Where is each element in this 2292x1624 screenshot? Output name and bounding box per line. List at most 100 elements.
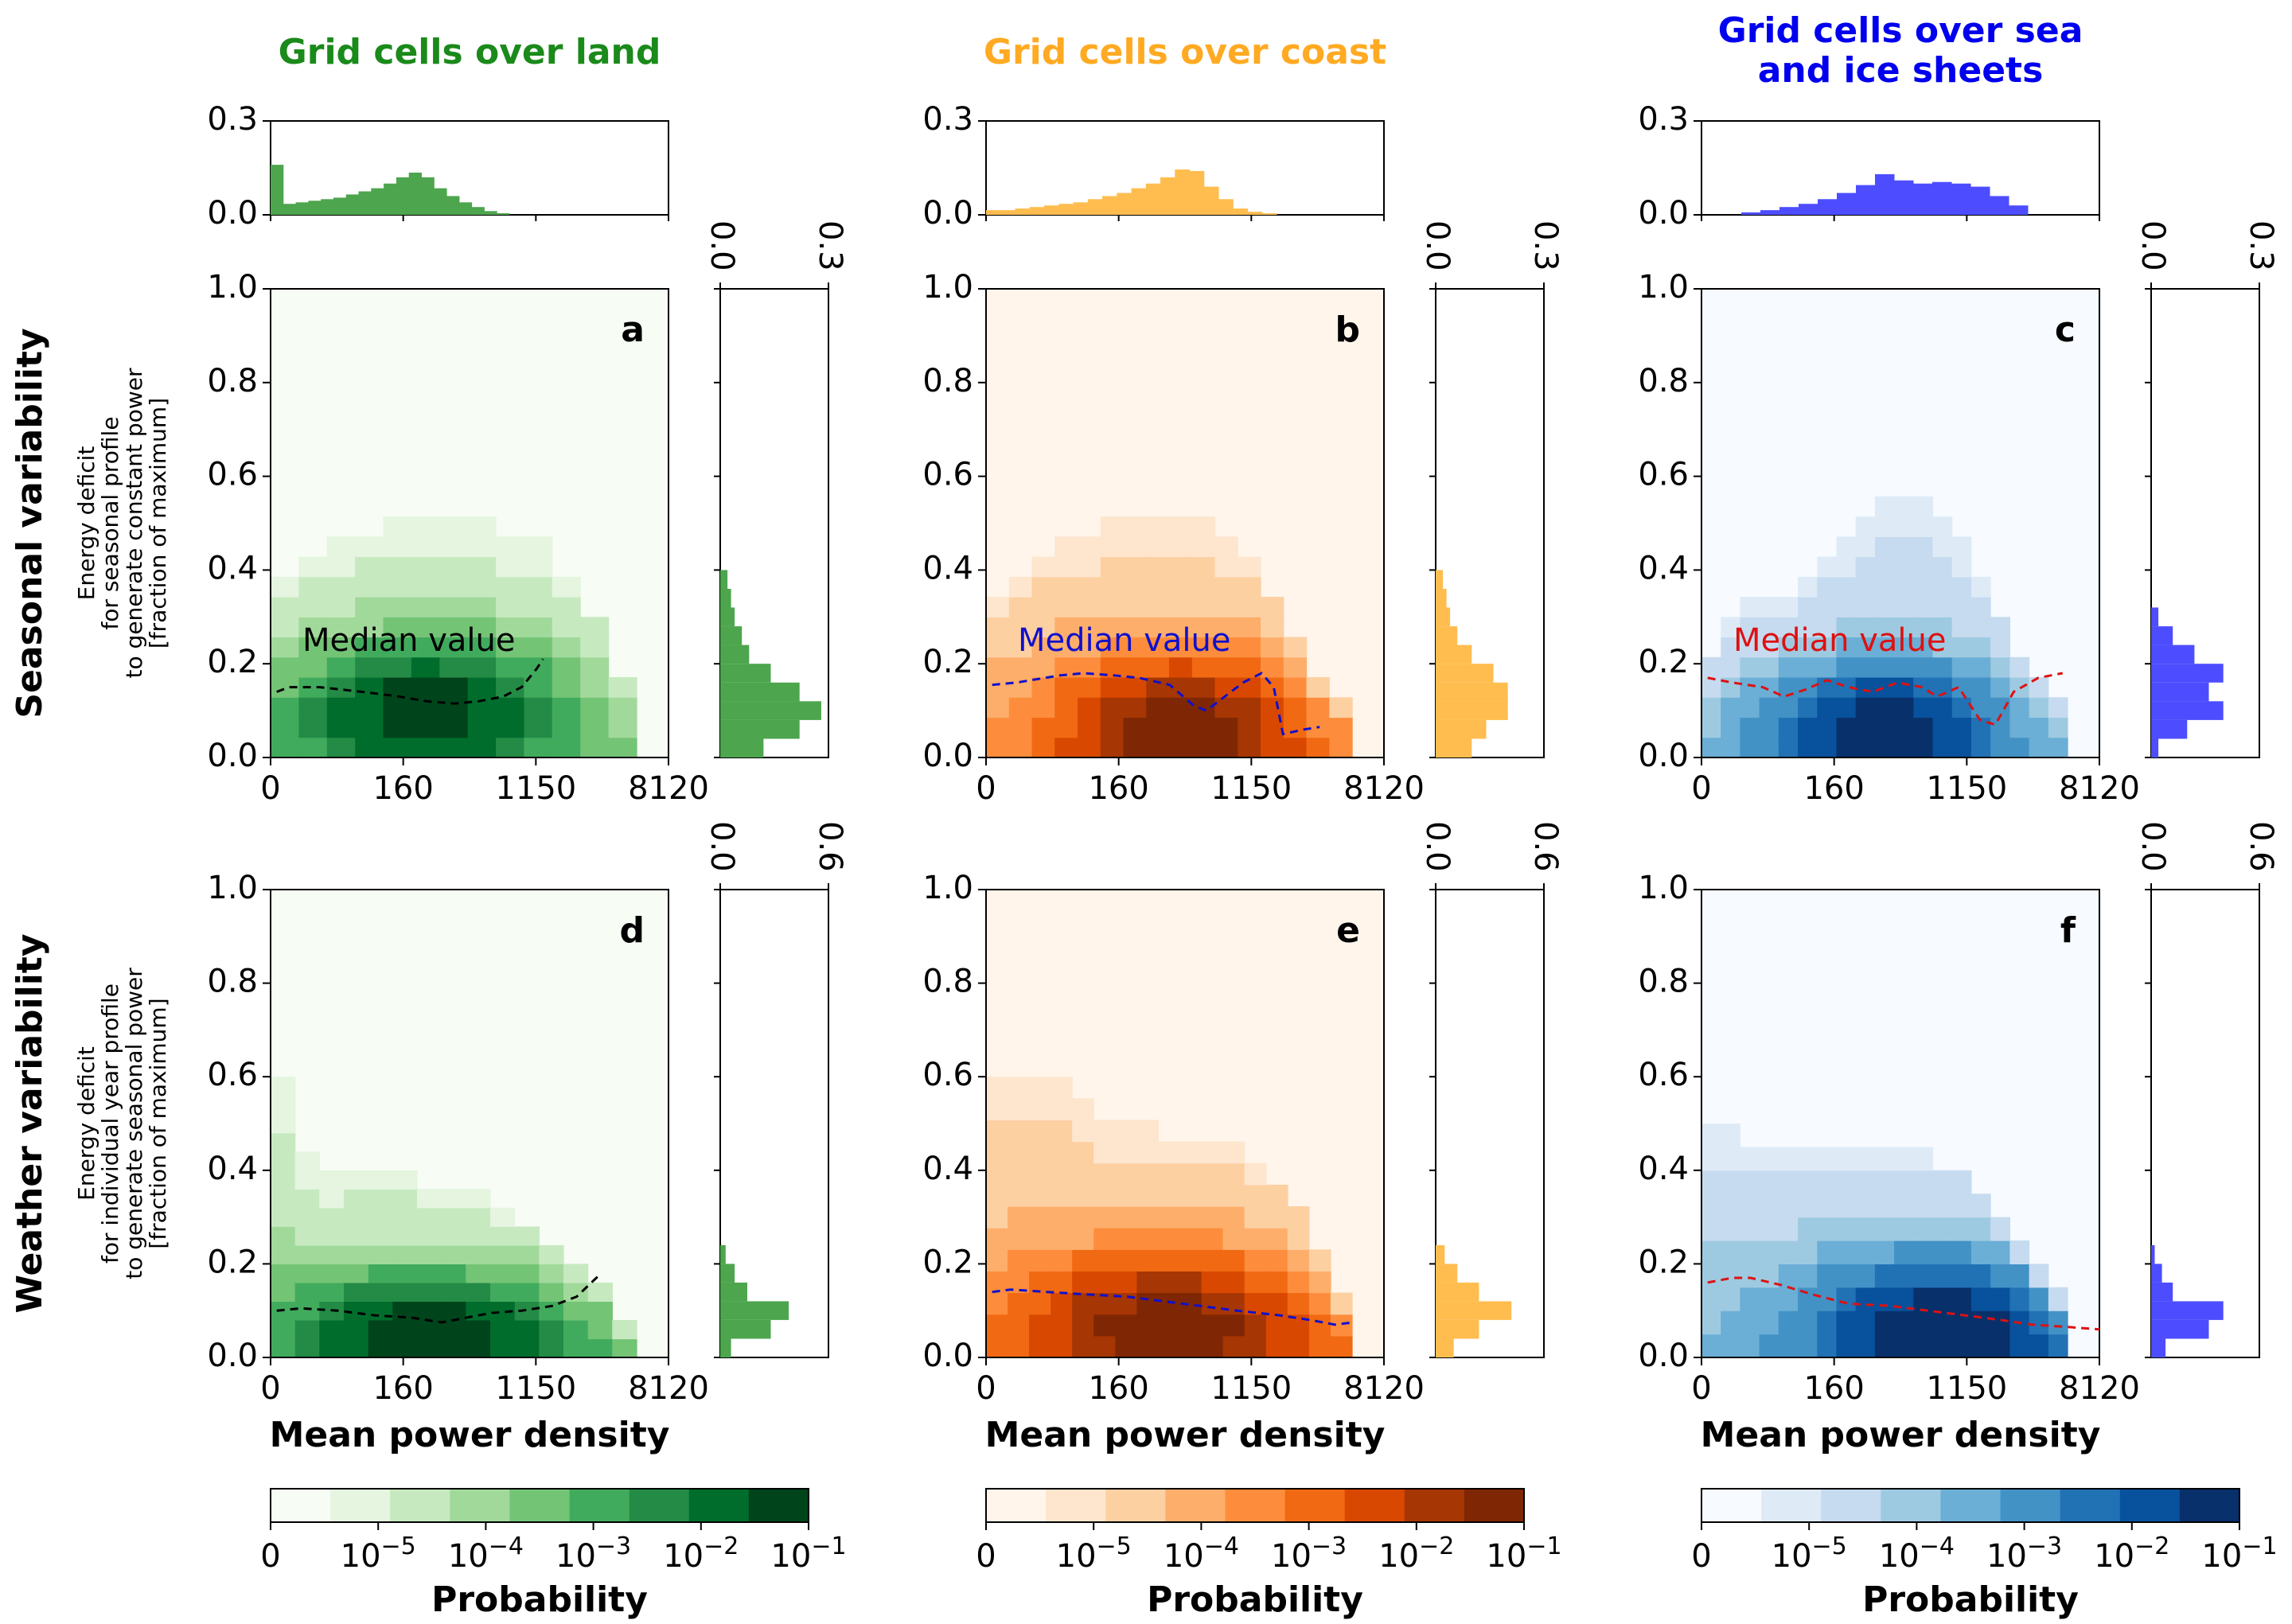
heatmap-cell (587, 1301, 613, 1321)
heatmap-cell (1970, 637, 1991, 658)
heatmap-cell (1244, 1271, 1267, 1294)
top-hist-bar (434, 188, 447, 215)
heatmap-cell (1951, 1217, 1972, 1241)
side-hist-tick-label: 0.3 (2243, 220, 2279, 271)
heatmap-cell (1029, 1120, 1051, 1143)
y-tick-label: 0.2 (1638, 1244, 1689, 1280)
heatmap-cell (2009, 697, 2030, 719)
heatmap-cell (1798, 737, 1818, 758)
median-label: Median value (1733, 622, 1946, 659)
side-hist-tick-label: 0.3 (1527, 220, 1564, 271)
heatmap-cell (1740, 1170, 1760, 1194)
heatmap-cell (1990, 717, 2010, 738)
heatmap-cell (490, 1282, 516, 1302)
y-axis-label: [fraction of maximum] (145, 398, 171, 648)
top-hist-bar (1102, 196, 1117, 215)
heatmap-cell (1817, 1194, 1838, 1218)
heatmap-cell (1970, 617, 1991, 638)
side-hist-bar (1436, 701, 1508, 720)
heatmap-cell (1894, 496, 1914, 517)
heatmap-cell (1261, 737, 1284, 758)
x-tick-label: 0 (260, 1370, 280, 1407)
heatmap-cell (524, 717, 553, 738)
heatmap-cell (1721, 737, 1740, 758)
x-tick-label: 8120 (628, 770, 709, 807)
top-hist-bar (1058, 204, 1074, 215)
heatmap-cell (580, 737, 610, 758)
heatmap-cell (1146, 536, 1170, 558)
heatmap-cell (986, 1120, 1008, 1143)
heatmap-cell (1287, 1271, 1310, 1294)
heatmap-cell (580, 717, 610, 738)
heatmap-cell (1115, 1228, 1138, 1250)
heatmap-cell (1123, 637, 1147, 658)
heatmap-cell (1008, 617, 1033, 638)
heatmap-cell (1721, 1170, 1740, 1194)
x-axis-label: Mean power density (270, 1415, 670, 1455)
colorbar-label: Probability (1862, 1579, 2079, 1620)
heatmap-cell (326, 656, 356, 678)
heatmap-cell (1100, 677, 1125, 698)
heatmap-cell (383, 656, 412, 678)
heatmap-cell (1136, 1206, 1160, 1229)
heatmap-cell (986, 1228, 1008, 1250)
heatmap-cell (1093, 1271, 1116, 1294)
heatmap-cell (1759, 697, 1779, 719)
top-hist-tick-label: 0.0 (922, 195, 973, 232)
heatmap-cell (1179, 1228, 1203, 1250)
heatmap-cell (1913, 677, 1934, 698)
heatmap-cell (1817, 656, 1838, 678)
heatmap-cell (1721, 1147, 1740, 1171)
heatmap-cell (298, 737, 328, 758)
heatmap-cell (383, 637, 412, 658)
heatmap-cell (1951, 1264, 1972, 1288)
heatmap-cell (417, 1244, 442, 1264)
heatmap-cell (1932, 637, 1953, 658)
heatmap-cell (539, 1282, 564, 1302)
heatmap-cell (1008, 737, 1033, 758)
heatmap-cell (1990, 1334, 2010, 1358)
heatmap-cell (417, 1282, 442, 1302)
heatmap-cell (439, 536, 469, 558)
heatmap-cell (986, 1163, 1008, 1186)
heatmap-cell (271, 656, 299, 678)
heatmap-cell (496, 717, 525, 738)
side-hist-tick-label: 0.0 (2134, 220, 2171, 271)
heatmap-cell (1855, 1217, 1876, 1241)
heatmap-cell (2009, 1287, 2030, 1311)
heatmap-cell (1115, 1271, 1138, 1294)
colorbar-tick-label: 10−4 (1164, 1532, 1239, 1575)
heatmap-cell (1072, 1120, 1094, 1143)
heatmap-cell (1701, 1287, 1721, 1311)
heatmap-cell (392, 1244, 418, 1264)
y-tick-label: 0.2 (207, 644, 258, 680)
heatmap-cell (1932, 1217, 1953, 1241)
heatmap-cell (1874, 617, 1895, 638)
heatmap-cell (1054, 536, 1078, 558)
heatmap-cell (1701, 737, 1721, 758)
heatmap-cell (1759, 637, 1779, 658)
heatmap-cell (1817, 576, 1838, 598)
heatmap-cell (1029, 1184, 1051, 1207)
heatmap-cell (1029, 1141, 1051, 1164)
side-hist-bar (1436, 645, 1472, 664)
colorbar-segment (1761, 1489, 1822, 1522)
heatmap-cell (271, 597, 299, 617)
heatmap-cell (1817, 637, 1838, 658)
colorbar-segment (1821, 1489, 1881, 1522)
heatmap-cell (1798, 677, 1818, 698)
y-tick-label: 0.4 (1638, 1151, 1689, 1187)
heatmap-cell (368, 1338, 393, 1358)
heatmap-cell (1244, 1335, 1267, 1358)
heatmap-cell (1201, 1228, 1224, 1250)
heatmap-cell (1158, 1271, 1181, 1294)
heatmap-cell (1265, 1335, 1288, 1358)
heatmap-cell (1778, 656, 1799, 678)
side-hist-bar (2151, 719, 2188, 739)
heatmap-cell (1050, 1206, 1073, 1229)
heatmap-cell (1970, 597, 1991, 617)
heatmap-cell (1287, 1249, 1310, 1272)
heatmap-cell (1721, 717, 1740, 738)
y-axis-label: for individual year profile (97, 983, 123, 1264)
heatmap-cell (552, 656, 581, 678)
